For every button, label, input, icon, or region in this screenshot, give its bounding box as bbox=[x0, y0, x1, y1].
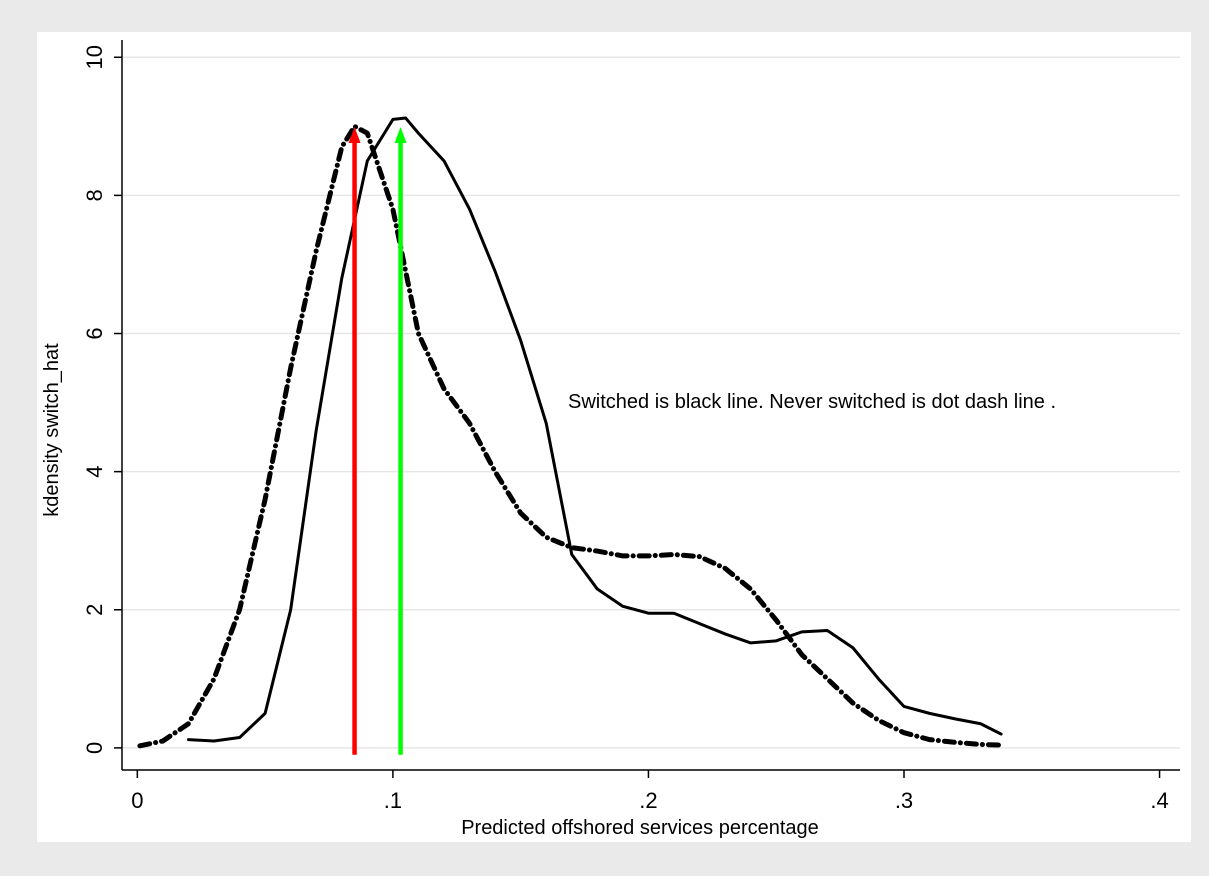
x-tick-label: .3 bbox=[895, 788, 913, 813]
x-tick-label: .1 bbox=[384, 788, 402, 813]
y-tick-label: 0 bbox=[82, 742, 107, 754]
line-series bbox=[137, 123, 1004, 749]
x-tick-label: .2 bbox=[639, 788, 657, 813]
plot-background bbox=[37, 32, 1191, 842]
x-axis-title: Predicted offshored services percentage bbox=[461, 817, 819, 839]
y-axis-title: kdensity switch_hat bbox=[41, 343, 63, 517]
y-tick-label: 6 bbox=[82, 327, 107, 339]
y-tick-label: 8 bbox=[82, 189, 107, 201]
arrow-head bbox=[348, 127, 361, 144]
y-tick-label: 4 bbox=[82, 466, 107, 478]
y-tick-label: 2 bbox=[82, 604, 107, 616]
x-tick-label: 0 bbox=[131, 788, 143, 813]
annotation: Switched is black line. Never switched i… bbox=[568, 391, 1056, 413]
y-tick-label: 10 bbox=[82, 45, 107, 69]
x-tick-label: .4 bbox=[1150, 788, 1168, 813]
arrow-head bbox=[394, 127, 407, 144]
line-series bbox=[186, 116, 1003, 743]
